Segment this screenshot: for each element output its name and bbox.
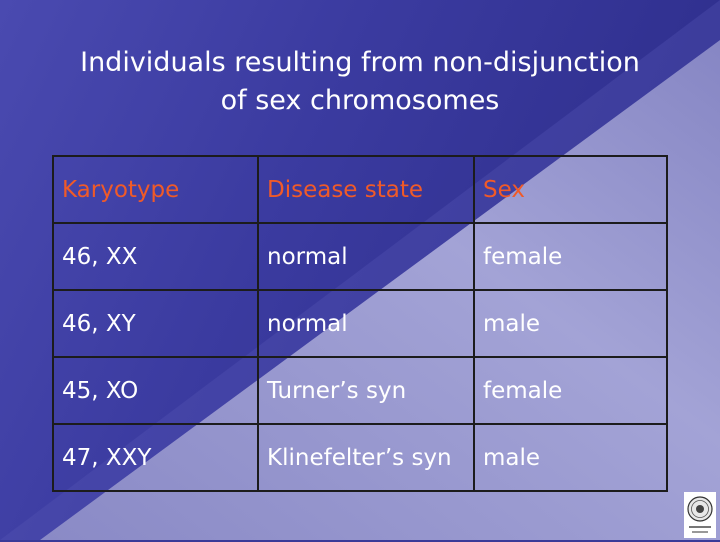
- cell-sex: female: [473, 356, 668, 425]
- cell-karyotype: 46, XY: [52, 289, 259, 358]
- karyotype-table: Karyotype Disease state Sex 46, XX norma…: [52, 155, 668, 492]
- table-row: 46, XY normal male: [52, 289, 668, 358]
- table-row: 46, XX normal female: [52, 222, 668, 291]
- university-seal-icon: [684, 492, 716, 538]
- header-sex: Sex: [473, 155, 668, 224]
- table-row: 47, XXY Klinefelter’s syn male: [52, 423, 668, 492]
- table-header-row: Karyotype Disease state Sex: [52, 155, 668, 224]
- cell-disease-state: Turner’s syn: [257, 356, 475, 425]
- header-karyotype: Karyotype: [52, 155, 259, 224]
- cell-karyotype: 45, XO: [52, 356, 259, 425]
- cell-disease-state: Klinefelter’s syn: [257, 423, 475, 492]
- cell-karyotype: 46, XX: [52, 222, 259, 291]
- cell-sex: male: [473, 289, 668, 358]
- cell-disease-state: normal: [257, 222, 475, 291]
- header-disease-state: Disease state: [257, 155, 475, 224]
- slide-title-line-1: Individuals resulting from non-disjuncti…: [80, 47, 640, 78]
- slide-title-line-2: of sex chromosomes: [220, 85, 500, 116]
- cell-sex: male: [473, 423, 668, 492]
- cell-disease-state: normal: [257, 289, 475, 358]
- table-row: 45, XO Turner’s syn female: [52, 356, 668, 425]
- cell-karyotype: 47, XXY: [52, 423, 259, 492]
- slide-title: Individuals resulting from non-disjuncti…: [0, 44, 720, 120]
- cell-sex: female: [473, 222, 668, 291]
